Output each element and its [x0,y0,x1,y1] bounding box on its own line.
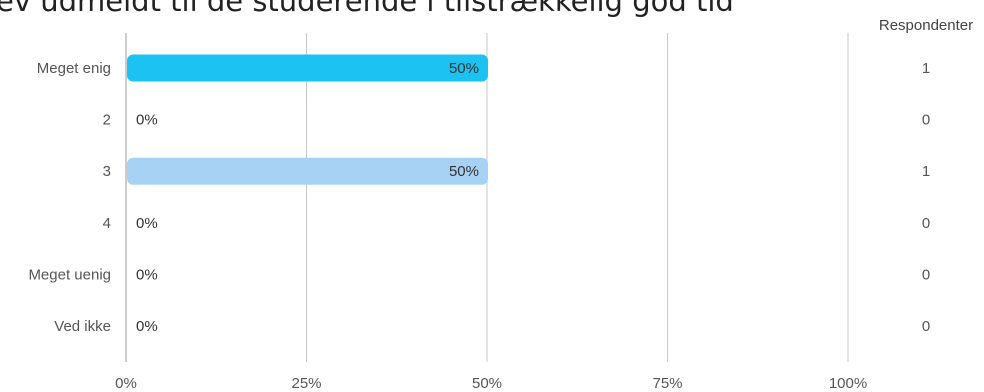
bar [127,54,488,82]
data-label: 50% [449,163,479,180]
respondent-count: 1 [922,163,930,180]
category-label: Meget enig [37,60,111,77]
x-tick-label: 100% [829,375,867,392]
bar [127,157,488,185]
respondent-count: 1 [922,60,930,77]
gridlines [125,33,849,362]
x-tick-label: 0% [115,375,137,392]
respondent-count: 0 [922,318,930,335]
data-label: 0% [136,112,158,129]
x-tick-label: 25% [291,375,321,392]
data-label: 0% [136,318,158,335]
labels: 0% 25% 50% 75% 100% 50% Meget enig 1 0% 2 0 50% 3 1 0%… [28,60,930,392]
category-label: Meget uenig [28,266,111,283]
respondents-header: Respondenter [879,17,973,34]
chart-title: ev udmeldt til de studerende i tilstrækk… [0,0,734,18]
x-tick-label: 75% [652,375,682,392]
data-label: 0% [136,215,158,232]
category-label: 4 [103,215,111,232]
category-label: Ved ikke [54,318,111,335]
x-tick-label: 50% [472,375,502,392]
respondent-count: 0 [922,266,930,283]
data-label: 0% [136,266,158,283]
data-label: 50% [449,60,479,77]
category-label: 2 [103,112,111,129]
respondent-count: 0 [922,112,930,129]
respondent-count: 0 [922,215,930,232]
category-label: 3 [103,163,111,180]
bars [127,54,488,185]
